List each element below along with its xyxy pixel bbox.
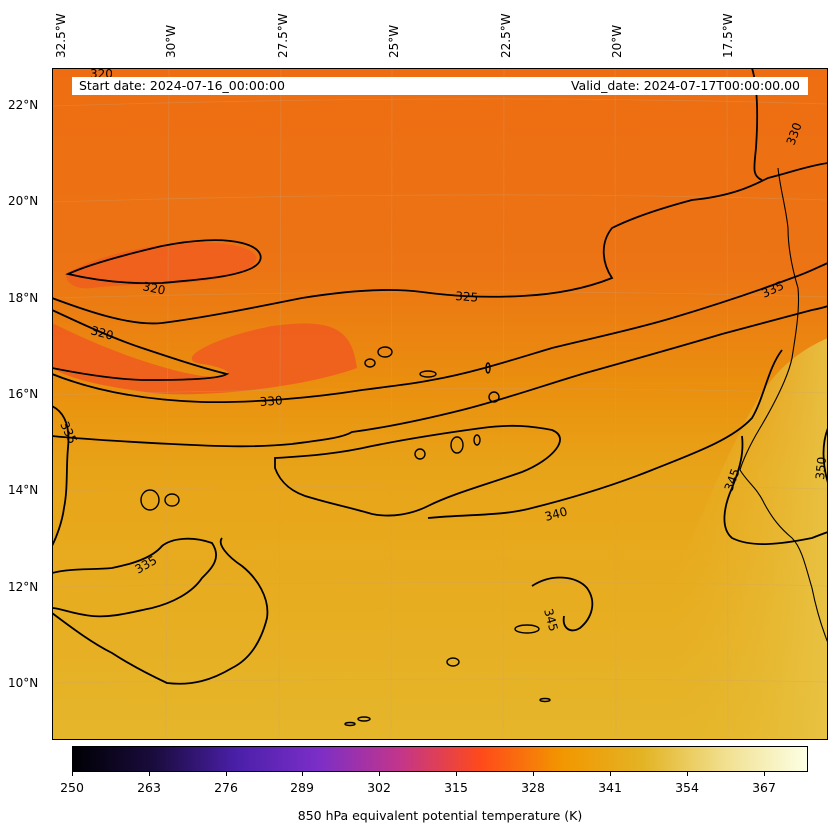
island-10 [164,493,180,507]
lon-label-30w: 30°W [164,24,178,58]
contour-335-southwest [52,537,217,618]
contour-label-340: 340 [543,504,569,523]
colorbar-title: 850 hPa equivalent potential temperature… [297,808,583,823]
colorbar-label-315: 315 [444,780,468,795]
contour-335-main [52,305,828,448]
start-date-text: Start date: 2024-07-16_00:00:00 [79,78,285,93]
graticule [52,68,828,740]
map-border [52,68,828,740]
contour-345-east [723,435,828,545]
contour-320-south [52,309,230,381]
island-2 [364,358,376,368]
contour-label-350: 350 [813,456,828,480]
contour-340-main [427,349,783,519]
island-5 [488,391,500,403]
lat-label-22n: 22°N [8,98,39,112]
island-7 [473,434,481,446]
contour-350 [822,427,828,484]
contour-330 [52,262,828,404]
island-8 [414,448,426,460]
island-12 [514,624,540,634]
lat-label-20n: 20°N [8,194,39,208]
theta-e-map[interactable]: 320 320 320 325 330 330 335 335 335 340 … [52,68,828,740]
cold-pool-area [52,323,357,395]
contour-335-west [52,405,70,547]
contour-label-345-b: 345 [541,607,560,633]
lon-label-22-5w: 22.5°W [499,13,513,58]
island-14 [357,716,371,722]
lon-label-17-5w: 17.5°W [721,13,735,58]
date-info-box: Start date: 2024-07-16_00:00:00 Valid_da… [72,77,808,95]
contour-325 [52,162,828,325]
contour-335-south2 [52,537,269,685]
colorbar-tick [379,772,380,776]
colorbar-label-302: 302 [367,780,391,795]
contour-label-320-b: 320 [141,279,166,297]
contour-label-325: 325 [455,289,479,305]
colorbar-tick [687,772,688,776]
lat-label-14n: 14°N [8,483,39,497]
island-6 [450,436,464,454]
colorbar-label-263: 263 [137,780,161,795]
island-15 [344,721,356,727]
lon-label-27-5w: 27.5°W [276,13,290,58]
colorbar-tick [72,772,73,776]
contour-label-320-c: 320 [89,323,115,342]
island-4 [485,362,491,374]
colorbar-label-328: 328 [521,780,545,795]
colorbar-label-250: 250 [60,780,84,795]
contour-label-330-a: 330 [259,393,283,409]
colorbar-tick [226,772,227,776]
warm-east-area [672,338,828,740]
lon-label-25w: 25°W [387,24,401,58]
lat-label-12n: 12°N [8,580,39,594]
colorbar-label-354: 354 [675,780,699,795]
colorbar-label-367: 367 [752,780,776,795]
small-features [140,346,551,727]
island-13 [539,697,551,703]
colorbar [72,746,808,772]
lat-label-16n: 16°N [8,387,39,401]
valid-date-text: Valid_date: 2024-07-17T00:00:00.00 [570,78,800,93]
colorbar-tick [764,772,765,776]
contour-340 [274,424,561,517]
cold-pool-north [66,242,257,289]
island-11 [446,657,460,667]
colorbar-tick [302,772,303,776]
colorbar-tick [533,772,534,776]
lat-label-10n: 10°N [8,676,39,690]
colorbar-label-341: 341 [598,780,622,795]
lon-label-32-5w: 32.5°W [54,13,68,58]
colorbar-tick [149,772,150,776]
colorbar-label-276: 276 [214,780,238,795]
island-3 [419,370,437,378]
colorbar-label-289: 289 [290,780,314,795]
island-9 [140,489,160,511]
lat-label-18n: 18°N [8,291,39,305]
contours [52,68,828,685]
contour-345-south [531,576,594,632]
colorbar-tick [610,772,611,776]
island-1 [377,346,393,358]
contour-320-north [65,239,262,285]
coastline-africa [739,167,828,644]
lon-label-20w: 20°W [610,24,624,58]
colorbar-tick [456,772,457,776]
map-panel[interactable]: 320 320 320 325 330 330 335 335 335 340 … [52,68,828,740]
